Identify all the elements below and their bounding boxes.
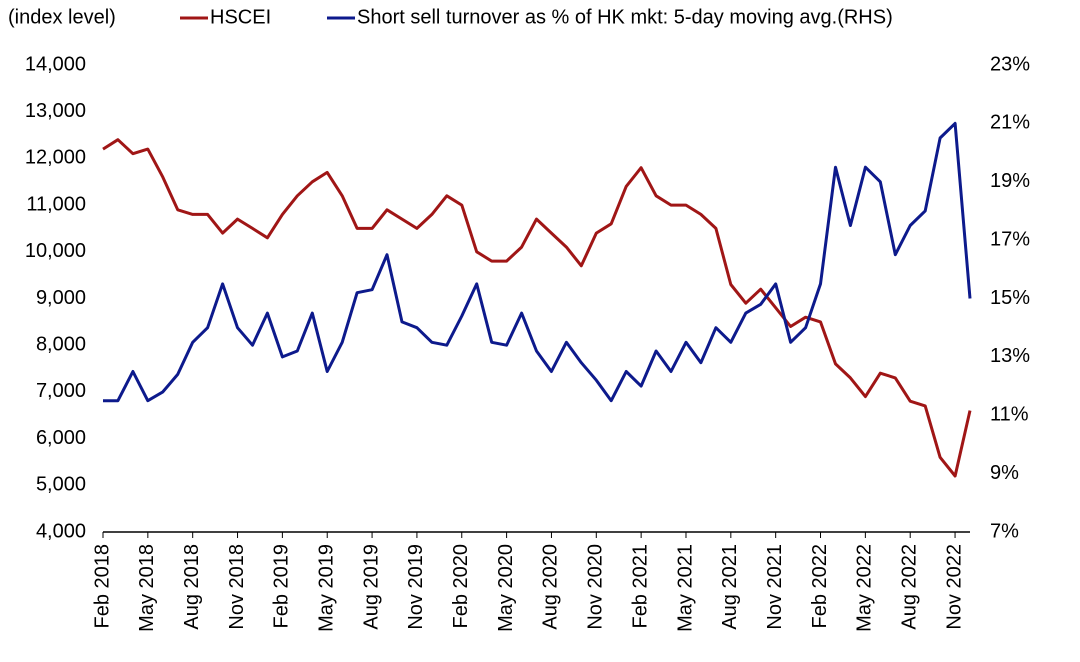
- x-tick-label: May 2020: [495, 544, 517, 632]
- y-tick-label: 9,000: [36, 287, 86, 309]
- y2-tick-label: 23%: [990, 53, 1030, 75]
- legend-label: HSCEI: [210, 6, 271, 28]
- y-tick-label: 12,000: [25, 147, 86, 169]
- y2-tick-label: 21%: [990, 112, 1030, 134]
- x-tick-label: May 2022: [854, 544, 876, 632]
- y-tick-label: 11,000: [26, 193, 86, 215]
- x-tick-label: May 2019: [316, 544, 338, 632]
- y2-tick-label: 13%: [990, 345, 1030, 367]
- y2-tick-label: 9%: [990, 462, 1019, 484]
- y-axis-label: (index level): [8, 6, 116, 28]
- y2-tick-label: 17%: [990, 228, 1030, 250]
- x-tick-label: Feb 2019: [271, 544, 293, 629]
- x-tick-label: Nov 2020: [585, 544, 607, 630]
- y2-tick-label: 7%: [990, 520, 1019, 542]
- legend-label: Short sell turnover as % of HK mkt: 5-da…: [357, 6, 893, 28]
- x-tick-label: Aug 2019: [360, 544, 382, 630]
- y-tick-label: 6,000: [36, 427, 86, 449]
- x-tick-label: Aug 2021: [719, 544, 741, 630]
- y-tick-label: 4,000: [36, 520, 86, 542]
- y-tick-label: 10,000: [25, 240, 86, 262]
- x-tick-label: May 2018: [136, 544, 158, 632]
- y-tick-label: 7,000: [36, 380, 86, 402]
- y-tick-label: 13,000: [25, 100, 86, 122]
- x-tick-label: Feb 2021: [629, 544, 651, 629]
- x-tick-label: Feb 2020: [450, 544, 472, 629]
- y-tick-label: 14,000: [25, 53, 86, 75]
- y-tick-label: 5,000: [36, 474, 86, 496]
- x-tick-label: Nov 2022: [943, 544, 965, 630]
- x-tick-label: Nov 2018: [226, 544, 248, 630]
- line-series: [103, 121, 972, 403]
- y-tick-label: 8,000: [36, 333, 86, 355]
- y2-tick-label: 19%: [990, 170, 1030, 192]
- x-tick-label: Feb 2022: [809, 544, 831, 629]
- x-tick-label: Aug 2018: [181, 544, 203, 630]
- x-tick-label: Aug 2020: [540, 544, 562, 630]
- y2-tick-label: 15%: [990, 287, 1030, 309]
- x-tick-label: May 2021: [674, 544, 696, 632]
- x-tick-label: Aug 2022: [898, 544, 920, 630]
- x-tick-label: Nov 2021: [764, 544, 786, 630]
- x-tick-label: Feb 2018: [91, 544, 113, 629]
- line-series: [102, 138, 972, 478]
- y2-tick-label: 11%: [990, 404, 1029, 426]
- x-tick-label: Nov 2019: [405, 544, 427, 630]
